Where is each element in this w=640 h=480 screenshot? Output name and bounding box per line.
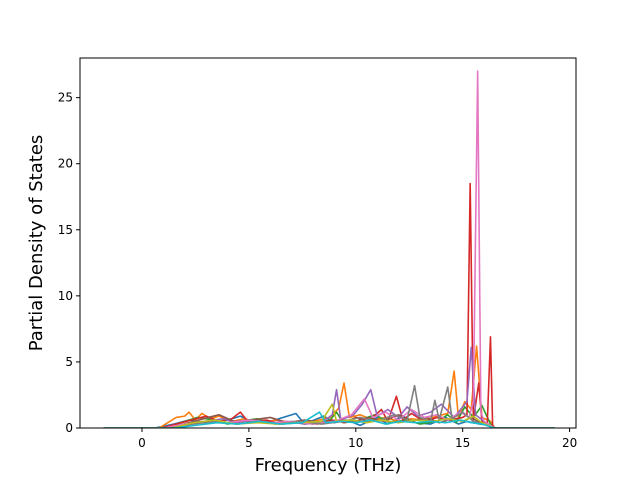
x-tick-label: 10 <box>348 436 363 450</box>
series-line-2 <box>103 345 555 428</box>
ticks-layer: 0 5 10 15 20 0 5 10 15 20 25 <box>58 91 578 450</box>
x-tick-label: 0 <box>138 436 146 450</box>
plot-frame <box>79 57 577 429</box>
y-axis-label: Partial Density of States <box>26 135 47 352</box>
y-tick-label: 0 <box>65 421 73 435</box>
series-line-10 <box>103 411 555 428</box>
series-layer <box>103 70 555 428</box>
x-axis-label: Frequency (THz) <box>255 455 402 476</box>
y-tick-label: 10 <box>58 289 73 303</box>
x-tick-label: 5 <box>245 436 253 450</box>
x-tick-label: 20 <box>562 436 577 450</box>
x-tick-label: 15 <box>455 436 470 450</box>
y-tick-label: 15 <box>58 223 73 237</box>
y-tick-label: 20 <box>58 157 73 171</box>
y-tick-label: 5 <box>65 355 73 369</box>
series-line-7 <box>103 70 555 428</box>
series-line-5 <box>103 346 555 428</box>
y-tick-label: 25 <box>58 91 73 105</box>
